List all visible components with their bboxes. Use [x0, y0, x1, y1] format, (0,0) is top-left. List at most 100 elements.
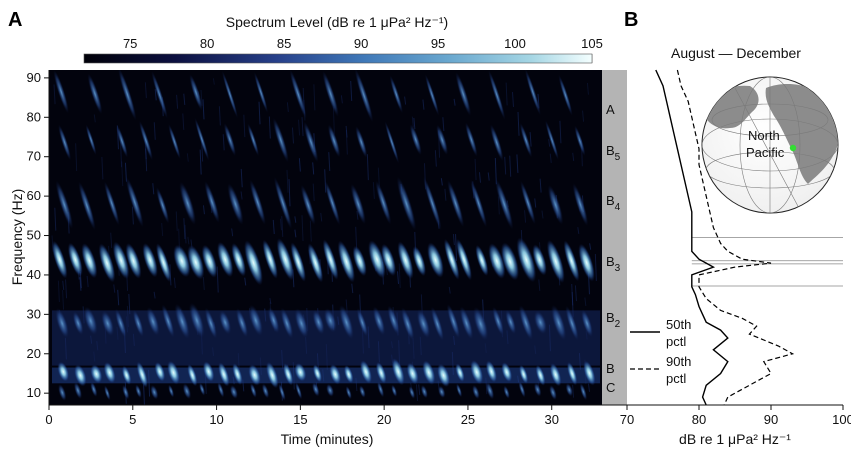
- call-unit: [146, 307, 160, 337]
- percentile-plot: [655, 69, 843, 406]
- y-tick-label: 10: [27, 385, 41, 400]
- noise-streak: [152, 183, 155, 195]
- noise-streak: [240, 191, 243, 200]
- call-unit: [85, 124, 97, 155]
- noise-streak: [455, 234, 458, 262]
- colorbar-tick-label: 85: [277, 36, 291, 51]
- call-unit: [475, 244, 489, 277]
- call-unit: [329, 364, 342, 385]
- call-unit: [232, 363, 243, 386]
- call-unit: [359, 385, 366, 398]
- noise-streak: [487, 172, 490, 181]
- noise-streak: [286, 102, 289, 113]
- noise-streak: [345, 129, 348, 155]
- call-unit: [151, 71, 168, 119]
- noise-streak: [366, 154, 369, 181]
- noise-streak: [444, 188, 447, 201]
- call-unit: [174, 303, 190, 340]
- band-label: A: [606, 102, 615, 117]
- call-unit: [121, 365, 132, 385]
- noise-streak: [154, 89, 157, 101]
- x-tick-label: 0: [45, 412, 52, 427]
- call-unit: [217, 381, 225, 398]
- noise-streak: [397, 271, 400, 284]
- call-unit: [501, 362, 513, 383]
- band-label: B2: [606, 310, 621, 330]
- call-unit: [524, 70, 541, 116]
- noise-streak: [404, 96, 407, 105]
- noise-streak: [541, 210, 544, 219]
- call-unit: [485, 360, 498, 383]
- noise-streak: [79, 277, 82, 291]
- call-unit: [104, 385, 111, 401]
- noise-streak: [53, 84, 56, 105]
- noise-streak: [538, 279, 541, 291]
- panel-b-x-tick-label: 70: [620, 412, 634, 427]
- noise-streak: [312, 162, 315, 175]
- call-unit: [337, 240, 356, 283]
- call-unit: [397, 241, 414, 280]
- call-unit: [436, 363, 451, 388]
- call-unit: [282, 363, 294, 386]
- call-unit: [389, 75, 403, 114]
- call-unit: [533, 310, 548, 335]
- noise-streak: [212, 78, 215, 85]
- call-unit: [391, 384, 398, 397]
- call-unit: [53, 70, 69, 114]
- panel-b-x-ticks: 70 80 90 100: [620, 405, 851, 427]
- call-unit: [307, 243, 324, 283]
- call-unit: [221, 70, 238, 119]
- call-unit: [490, 124, 504, 162]
- noise-streak: [121, 161, 124, 187]
- call-unit: [500, 242, 520, 281]
- noise-streak: [301, 117, 304, 137]
- call-unit: [231, 242, 246, 277]
- call-unit: [74, 364, 87, 387]
- noise-streak: [509, 155, 512, 177]
- globe-meridian: [734, 87, 801, 211]
- call-unit: [187, 363, 198, 387]
- call-unit: [227, 183, 244, 225]
- call-unit: [78, 181, 96, 231]
- call-unit: [406, 362, 419, 385]
- noise-streak: [309, 220, 312, 242]
- call-unit: [204, 307, 218, 340]
- call-unit: [470, 359, 484, 385]
- call-unit: [229, 384, 238, 399]
- noise-streak: [244, 277, 247, 286]
- call-unit: [443, 238, 460, 280]
- call-unit: [550, 304, 567, 341]
- globe-meridian: [739, 77, 801, 213]
- call-unit: [416, 308, 431, 339]
- panel-a-letter: A: [8, 9, 22, 31]
- x-tick-label: 20: [377, 412, 391, 427]
- call-unit: [104, 181, 120, 226]
- noise-streak: [218, 106, 221, 126]
- legend-90th-label-2: pctl: [666, 371, 686, 386]
- call-unit: [312, 309, 325, 335]
- panel-b-x-tick-label: 90: [764, 412, 778, 427]
- call-unit: [55, 180, 74, 229]
- call-unit: [103, 361, 116, 384]
- noise-streak: [186, 153, 189, 162]
- noise-streak: [351, 283, 354, 294]
- call-unit: [114, 308, 127, 339]
- call-unit: [323, 308, 337, 333]
- noise-streak: [440, 178, 443, 186]
- call-unit: [189, 74, 203, 111]
- call-unit: [546, 239, 565, 284]
- call-unit: [173, 244, 191, 278]
- call-unit: [549, 363, 562, 387]
- call-unit: [338, 305, 354, 340]
- noise-streak: [497, 196, 500, 215]
- call-unit: [565, 305, 579, 341]
- band-label: B: [606, 361, 615, 376]
- noise-streak: [377, 167, 380, 187]
- call-unit: [516, 237, 537, 283]
- call-unit: [427, 242, 444, 278]
- noise-streak: [413, 117, 416, 130]
- noise-streak: [442, 117, 445, 132]
- noise-streak: [478, 172, 481, 183]
- call-unit: [533, 382, 542, 397]
- noise-streak: [182, 113, 185, 130]
